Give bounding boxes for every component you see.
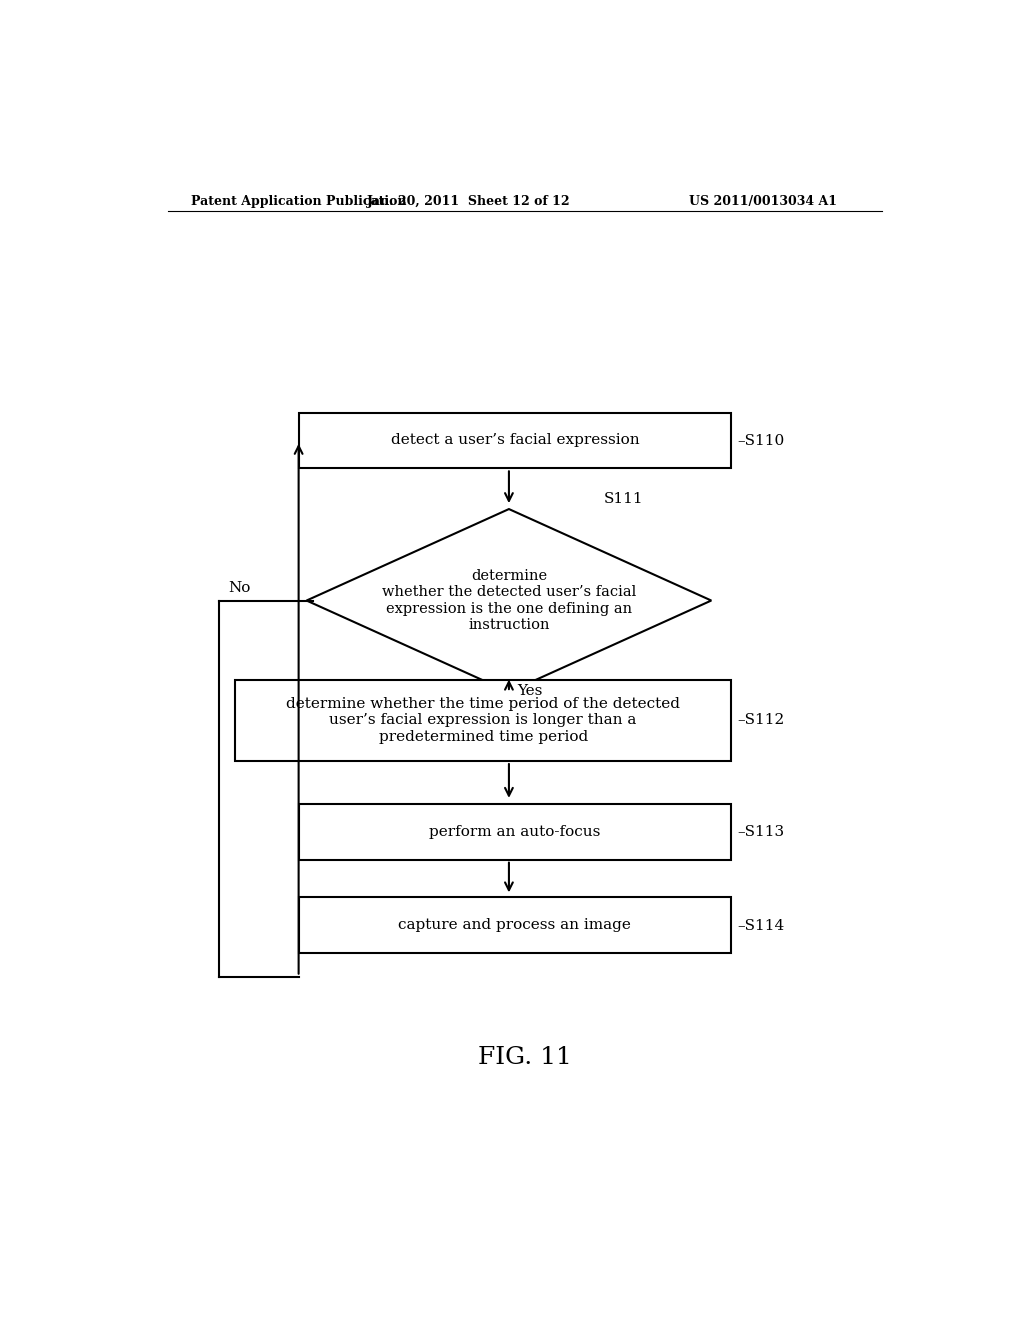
Text: –S113: –S113 <box>737 825 784 840</box>
Polygon shape <box>306 510 712 692</box>
Text: Yes: Yes <box>517 684 543 698</box>
Text: FIG. 11: FIG. 11 <box>478 1047 571 1069</box>
Text: S111: S111 <box>604 492 644 506</box>
Text: capture and process an image: capture and process an image <box>398 919 632 932</box>
Text: –S110: –S110 <box>737 434 784 447</box>
Bar <box>299 898 731 953</box>
Text: perform an auto-focus: perform an auto-focus <box>429 825 600 838</box>
Text: Patent Application Publication: Patent Application Publication <box>191 194 407 207</box>
Bar <box>236 680 731 762</box>
Text: determine whether the time period of the detected
user’s facial expression is lo: determine whether the time period of the… <box>286 697 680 743</box>
Text: US 2011/0013034 A1: US 2011/0013034 A1 <box>689 194 837 207</box>
Text: Jan. 20, 2011  Sheet 12 of 12: Jan. 20, 2011 Sheet 12 of 12 <box>368 194 571 207</box>
Text: determine
whether the detected user’s facial
expression is the one defining an
i: determine whether the detected user’s fa… <box>382 569 636 632</box>
Text: –S114: –S114 <box>737 919 784 933</box>
Text: No: No <box>228 581 251 595</box>
Bar <box>299 804 731 859</box>
Bar <box>299 412 731 469</box>
Text: –S112: –S112 <box>737 714 784 727</box>
Text: detect a user’s facial expression: detect a user’s facial expression <box>390 433 639 447</box>
